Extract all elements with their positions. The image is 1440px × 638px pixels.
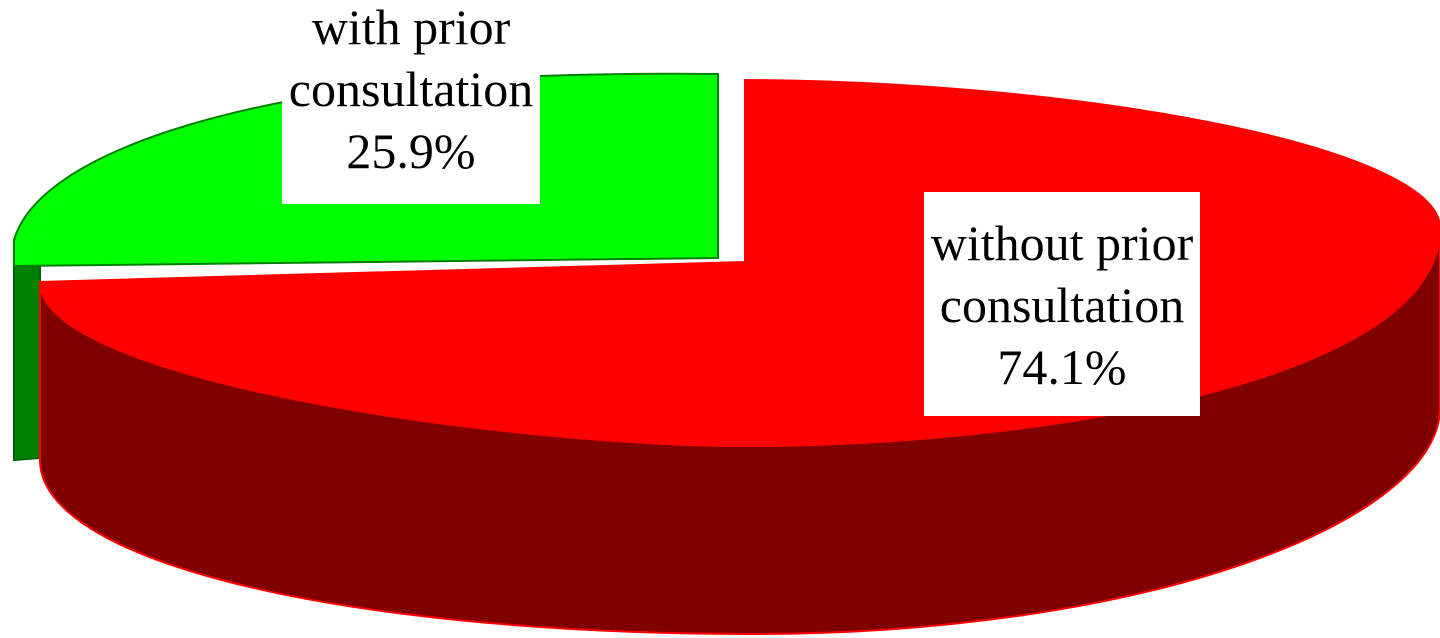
slice-label-line: without prior: [930, 215, 1194, 271]
slice-percent-label: 25.9%: [346, 123, 476, 179]
pie-slice-side-with-prior-consultation: [13, 265, 41, 462]
slice-label-line: with prior: [311, 0, 511, 55]
slice-label-line: consultation: [939, 277, 1185, 333]
slice-percent-label: 74.1%: [997, 339, 1127, 395]
slice-label-line: consultation: [288, 61, 534, 117]
slice-label-without-prior-consultation: without prior consultation 74.1%: [924, 192, 1200, 416]
slice-label-with-prior-consultation: with prior consultation 25.9%: [282, 0, 540, 204]
